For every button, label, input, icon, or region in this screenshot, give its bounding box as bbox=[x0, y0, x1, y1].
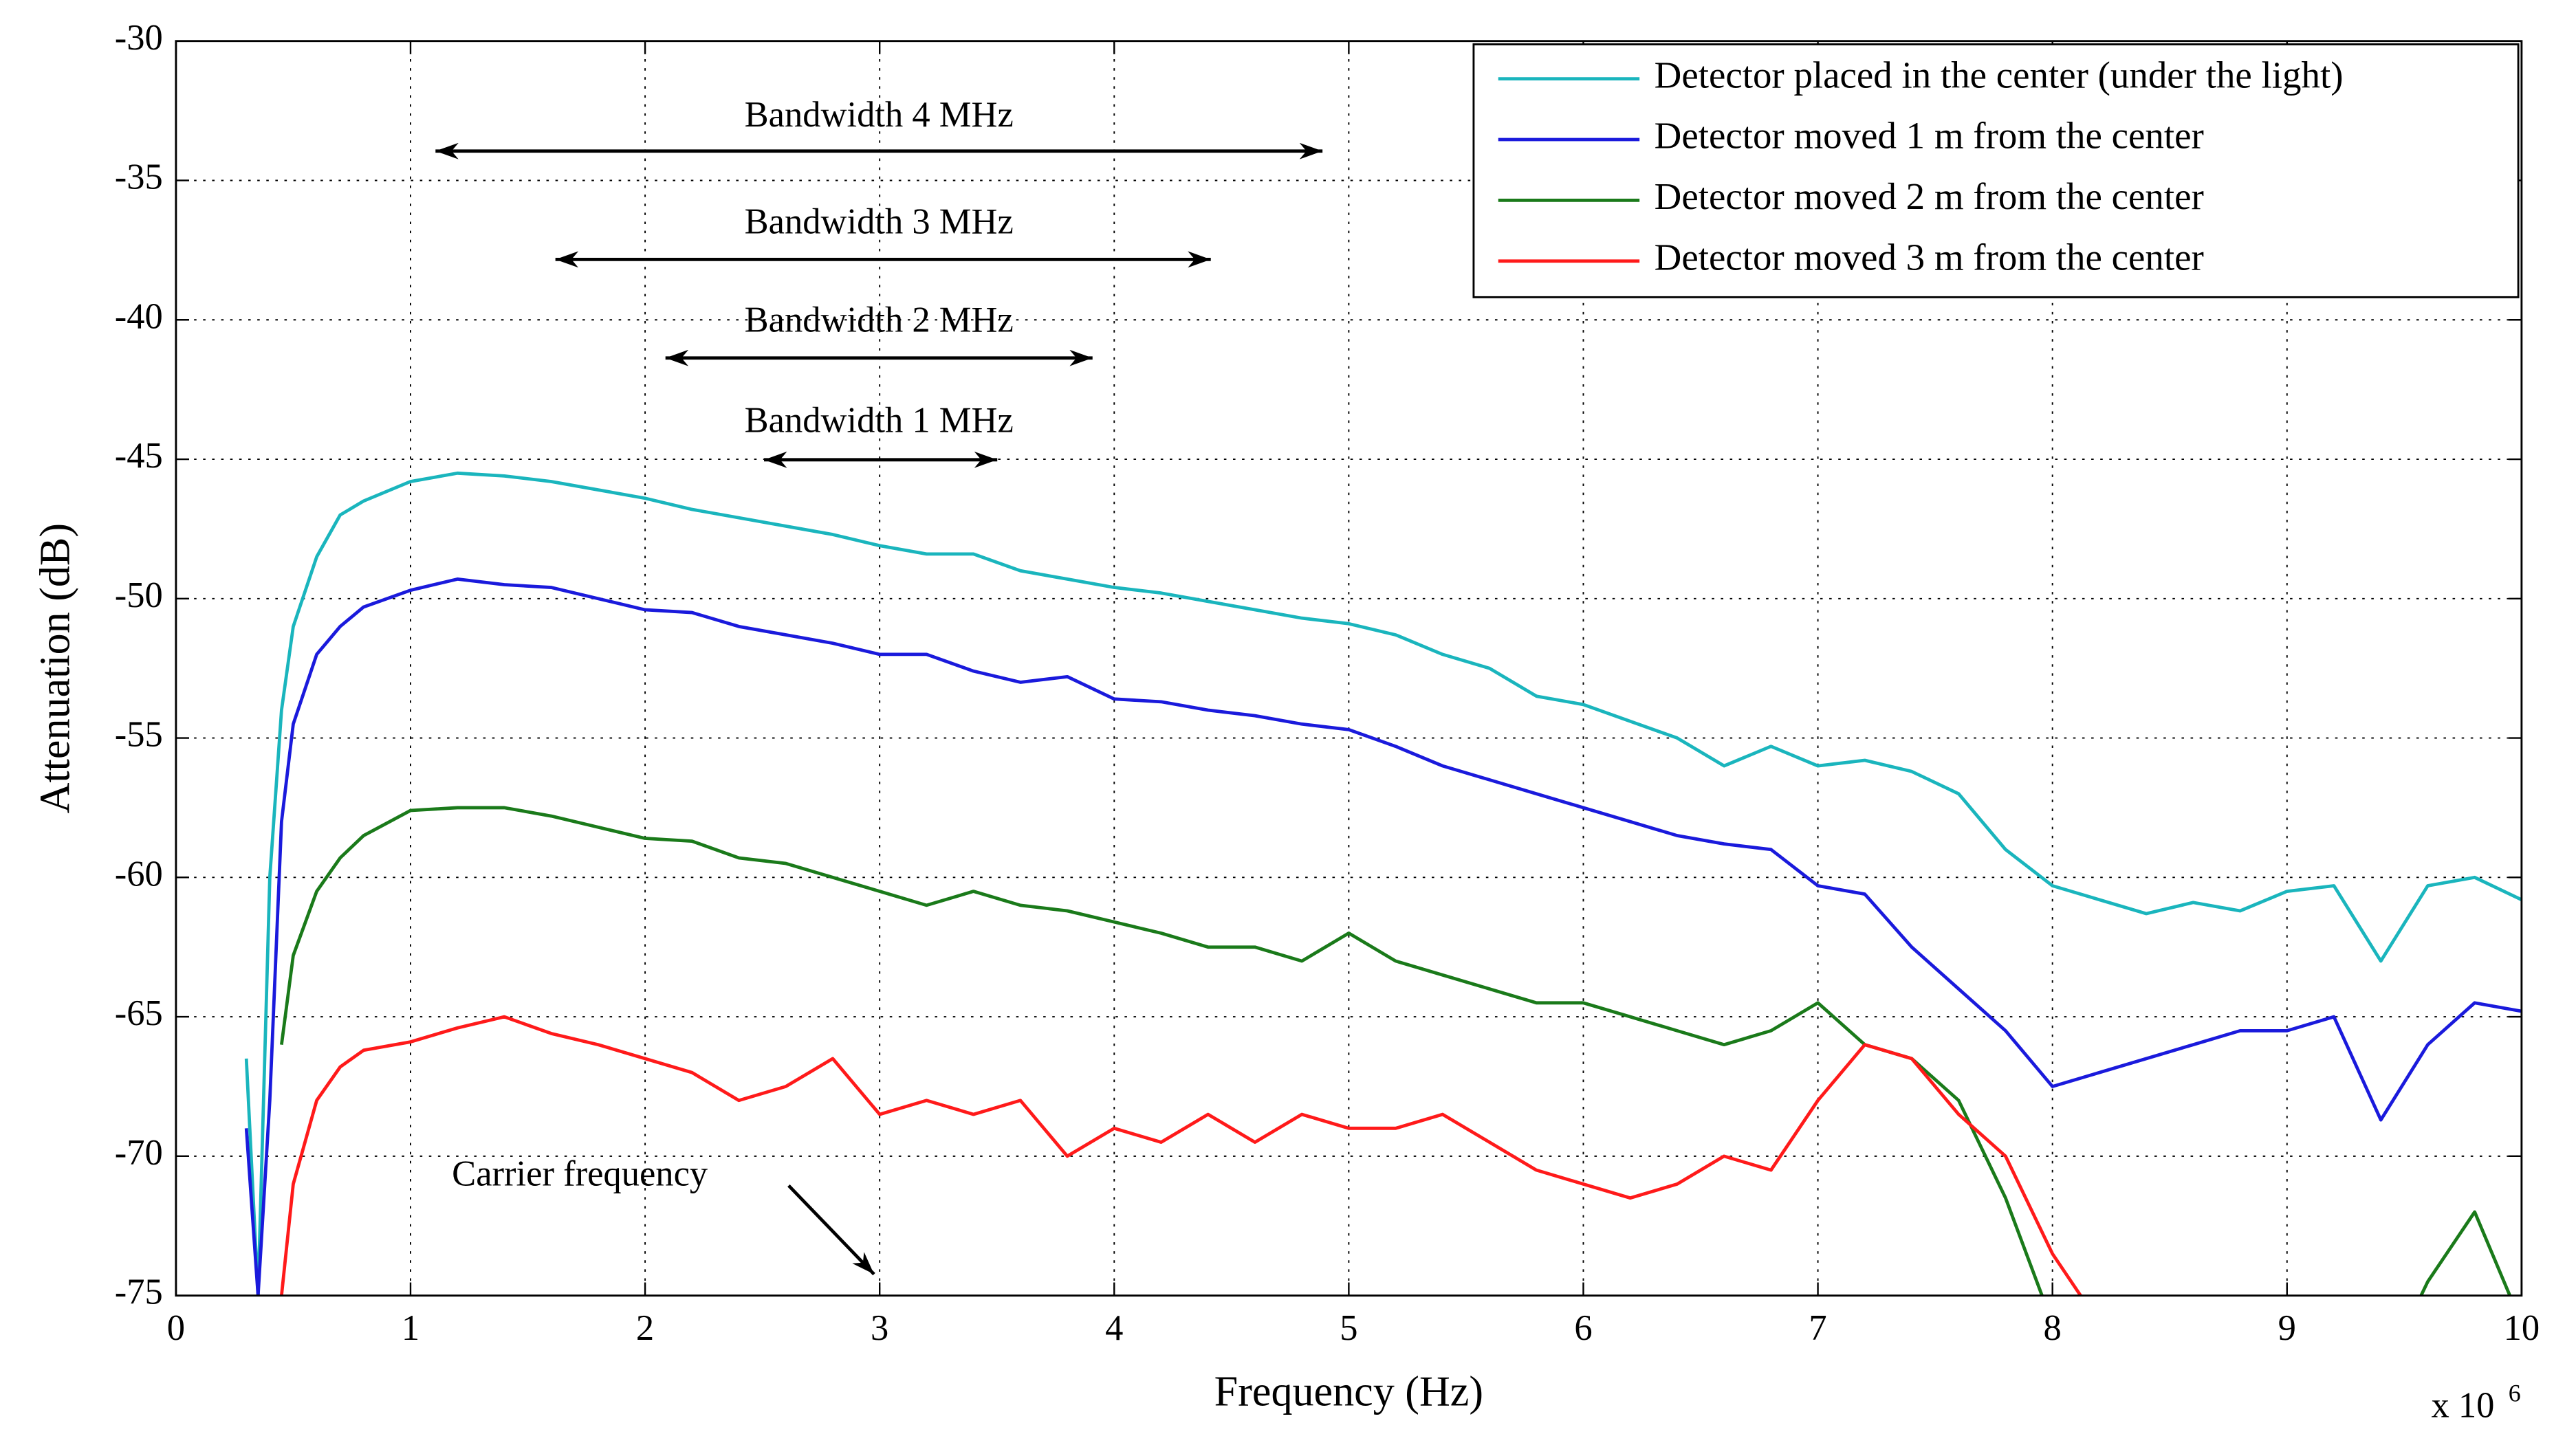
annotation: Bandwidth 1 MHz bbox=[745, 400, 1014, 440]
x-tick-label: 8 bbox=[2044, 1308, 2062, 1348]
annotation: Bandwidth 3 MHz bbox=[745, 201, 1014, 241]
x-tick-label: 7 bbox=[1809, 1308, 1826, 1348]
legend-box bbox=[1472, 43, 2520, 298]
x-tick-label: 5 bbox=[1340, 1308, 1357, 1348]
annotation: Carrier frequency bbox=[452, 1154, 708, 1194]
data-line bbox=[244, 577, 2522, 1296]
x-multiplier: x 10 bbox=[2431, 1386, 2494, 1426]
x-tick-label: 2 bbox=[636, 1308, 654, 1348]
x-tick-label: 0 bbox=[167, 1308, 185, 1348]
legend-label: Detector moved 1 m from the center bbox=[1655, 115, 2204, 157]
annotation: Bandwidth 2 MHz bbox=[745, 300, 1014, 340]
x-tick-label: 9 bbox=[2278, 1308, 2296, 1348]
y-axis-label: Attenuation (dB) bbox=[32, 523, 79, 813]
x-axis-label: Frequency (Hz) bbox=[1214, 1369, 1483, 1415]
y-tick-label: -75 bbox=[115, 1272, 163, 1312]
x-tick-label: 1 bbox=[402, 1308, 419, 1348]
y-tick-label: -45 bbox=[115, 436, 163, 476]
y-tick-label: -30 bbox=[115, 18, 163, 58]
annotation: Bandwidth 4 MHz bbox=[745, 95, 1014, 135]
y-tick-label: -50 bbox=[115, 575, 163, 615]
x-tick-label: 6 bbox=[1574, 1308, 1592, 1348]
y-tick-label: -65 bbox=[115, 993, 163, 1033]
y-tick-label: -55 bbox=[115, 715, 163, 755]
carrier-arrow bbox=[787, 1184, 875, 1276]
data-line bbox=[280, 1015, 2083, 1296]
y-tick-label: -60 bbox=[115, 854, 163, 894]
legend-label: Detector moved 2 m from the center bbox=[1655, 175, 2204, 217]
plot-frame bbox=[175, 40, 2523, 1297]
legend-label: Detector placed in the center (under the… bbox=[1655, 54, 2344, 96]
legend: Detector placed in the center (under the… bbox=[1472, 43, 2520, 298]
legend-label: Detector moved 3 m from the center bbox=[1655, 236, 2204, 278]
y-tick-label: -40 bbox=[115, 296, 163, 336]
data-line bbox=[280, 806, 2512, 1296]
x-tick-label: 3 bbox=[871, 1308, 888, 1348]
data-line bbox=[244, 471, 2522, 1296]
y-tick-label: -70 bbox=[115, 1133, 163, 1173]
x-tick-label: 4 bbox=[1105, 1308, 1123, 1348]
x-tick-label: 10 bbox=[2504, 1308, 2540, 1348]
x-multiplier: 6 bbox=[2509, 1380, 2521, 1407]
y-tick-label: -35 bbox=[115, 157, 163, 197]
